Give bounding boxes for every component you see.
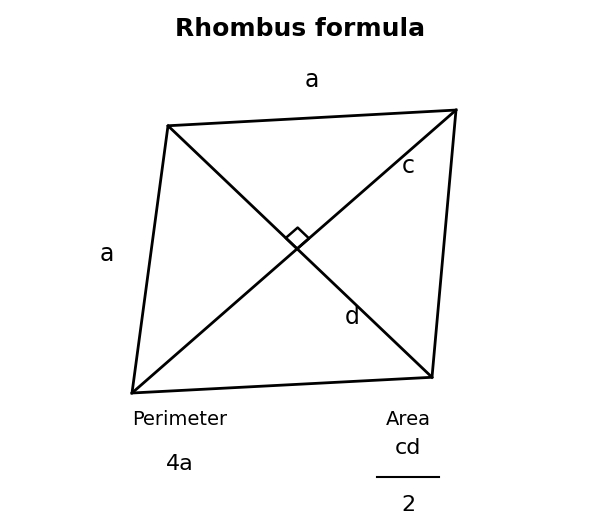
Text: a: a <box>305 68 319 92</box>
Text: Perimeter: Perimeter <box>133 410 227 429</box>
Text: Rhombus formula: Rhombus formula <box>175 17 425 41</box>
Text: cd: cd <box>395 439 421 458</box>
Text: c: c <box>401 154 415 178</box>
Text: a: a <box>100 242 114 266</box>
Text: d: d <box>344 304 359 329</box>
Text: Area: Area <box>386 410 431 429</box>
Text: 4a: 4a <box>166 454 194 474</box>
Text: 2: 2 <box>401 495 415 515</box>
